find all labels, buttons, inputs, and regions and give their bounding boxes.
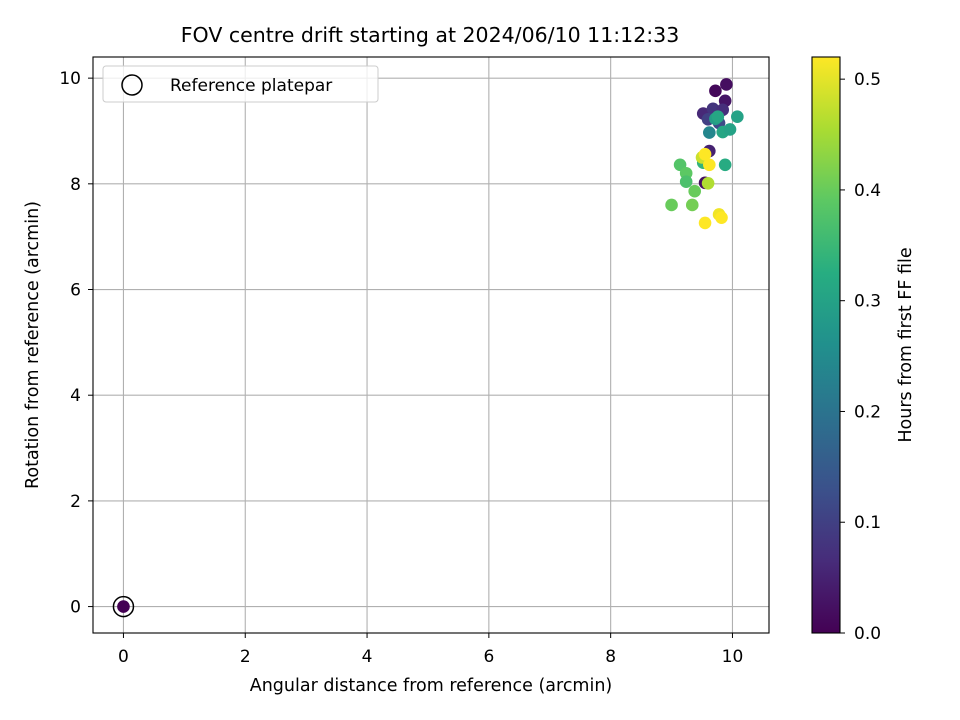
data-point <box>698 147 712 161</box>
y-tick-label: 0 <box>70 598 81 618</box>
data-point <box>665 198 678 212</box>
x-tick-label: 4 <box>362 647 373 667</box>
colorbar-gradient <box>812 57 840 633</box>
data-point <box>720 78 733 91</box>
x-tick-label: 6 <box>483 647 494 667</box>
colorbar-tick-label: 0.4 <box>854 181 881 201</box>
data-point <box>685 198 699 212</box>
y-tick-label: 8 <box>70 175 81 195</box>
data-point <box>711 110 725 124</box>
data-point <box>679 175 693 189</box>
legend-box <box>102 65 379 103</box>
x-tick-label: 8 <box>605 647 616 667</box>
colorbar-tick-label: 0.5 <box>854 70 881 90</box>
colorbar-ticks: 0.0 0.1 0.2 0.3 0.4 0.5 <box>840 70 881 644</box>
chart-title: FOV centre drift starting at 2024/06/10 … <box>181 23 680 47</box>
grid-lines <box>93 57 769 633</box>
data-point <box>731 110 744 124</box>
data-point <box>709 84 722 98</box>
reference-point <box>117 600 130 613</box>
colorbar-tick-label: 0.1 <box>854 513 881 533</box>
data-point <box>715 211 728 224</box>
x-tick-label: 2 <box>240 647 251 667</box>
x-tick-label: 10 <box>722 647 744 667</box>
colorbar-tick-label: 0.3 <box>854 292 881 312</box>
legend: Reference platepar <box>102 65 379 103</box>
y-tick-label: 10 <box>59 69 81 89</box>
data-point <box>703 126 716 139</box>
reference-marker-group <box>112 595 135 618</box>
data-point <box>701 176 715 190</box>
data-point <box>718 158 732 172</box>
colorbar-tick-label: 0.2 <box>854 402 881 422</box>
y-tick-label: 2 <box>70 492 81 512</box>
scatter-points <box>665 78 744 230</box>
legend-label: Reference platepar <box>170 76 332 96</box>
colorbar-tick-label: 0.0 <box>854 624 881 644</box>
colorbar-frame <box>811 56 841 634</box>
colorbar-label: Hours from first FF file <box>896 247 916 442</box>
data-point <box>703 158 716 172</box>
y-tick-label: 6 <box>70 281 81 301</box>
x-axis-label: Angular distance from reference (arcmin) <box>250 676 613 696</box>
axes: 0 2 4 6 8 10 0 2 4 6 8 10 <box>59 69 743 667</box>
colorbar: 0.0 0.1 0.2 0.3 0.4 0.5 Hours from first FF f… <box>811 56 916 644</box>
data-point <box>723 123 737 136</box>
data-point <box>688 184 702 198</box>
reference-marker-ring <box>112 595 135 618</box>
plot-frame <box>92 56 770 634</box>
y-tick-label: 4 <box>70 386 81 406</box>
legend-marker <box>121 74 143 96</box>
data-point <box>698 216 712 230</box>
y-axis-label: Rotation from reference (arcmin) <box>23 201 43 489</box>
x-tick-label: 0 <box>118 647 129 667</box>
